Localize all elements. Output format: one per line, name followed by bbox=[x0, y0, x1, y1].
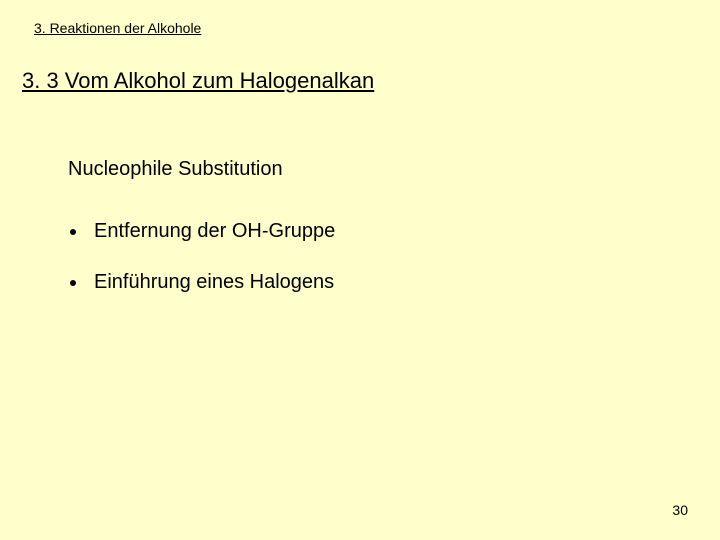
chapter-title: 3. Reaktionen der Alkohole bbox=[34, 20, 201, 36]
bullet-icon bbox=[70, 280, 76, 286]
section-title: 3. 3 Vom Alkohol zum Halogenalkan bbox=[22, 68, 374, 94]
bullet-text: Entfernung der OH-Gruppe bbox=[94, 220, 335, 243]
subheading: Nucleophile Substitution bbox=[68, 158, 283, 181]
bullet-text: Einführung eines Halogens bbox=[94, 271, 334, 294]
bullet-list: Entfernung der OH-Gruppe Einführung eine… bbox=[70, 220, 335, 322]
list-item: Einführung eines Halogens bbox=[70, 271, 335, 294]
page-number: 30 bbox=[672, 502, 688, 518]
bullet-icon bbox=[70, 229, 76, 235]
list-item: Entfernung der OH-Gruppe bbox=[70, 220, 335, 243]
